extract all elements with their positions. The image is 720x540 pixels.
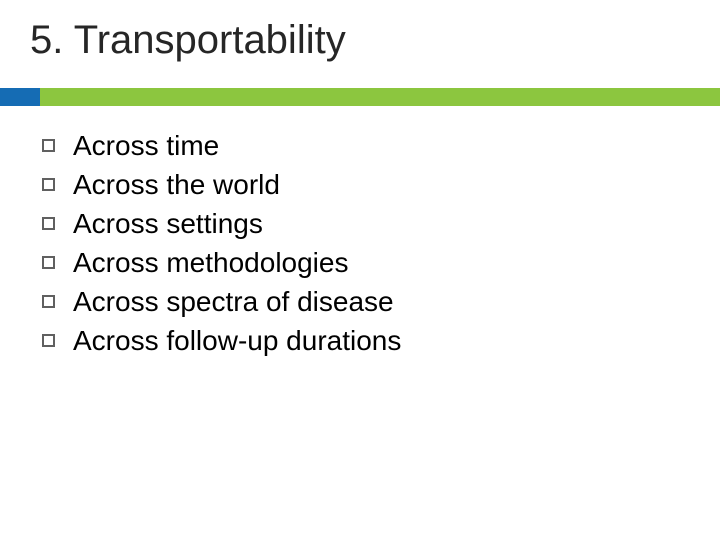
bullet-square-icon xyxy=(42,256,55,269)
divider-blue-segment xyxy=(0,88,40,106)
bullet-square-icon xyxy=(42,334,55,347)
divider-green-segment xyxy=(40,88,720,106)
divider-bar xyxy=(0,88,720,106)
bullet-label: Across time xyxy=(73,128,219,163)
bullet-square-icon xyxy=(42,217,55,230)
bullet-list: Across time Across the world Across sett… xyxy=(42,128,401,362)
list-item: Across the world xyxy=(42,167,401,202)
bullet-square-icon xyxy=(42,295,55,308)
bullet-square-icon xyxy=(42,178,55,191)
bullet-label: Across methodologies xyxy=(73,245,348,280)
list-item: Across time xyxy=(42,128,401,163)
bullet-label: Across spectra of disease xyxy=(73,284,394,319)
list-item: Across settings xyxy=(42,206,401,241)
list-item: Across spectra of disease xyxy=(42,284,401,319)
bullet-label: Across settings xyxy=(73,206,263,241)
list-item: Across methodologies xyxy=(42,245,401,280)
list-item: Across follow-up durations xyxy=(42,323,401,358)
bullet-label: Across follow-up durations xyxy=(73,323,401,358)
bullet-label: Across the world xyxy=(73,167,280,202)
slide-title: 5. Transportability xyxy=(0,0,720,63)
bullet-square-icon xyxy=(42,139,55,152)
